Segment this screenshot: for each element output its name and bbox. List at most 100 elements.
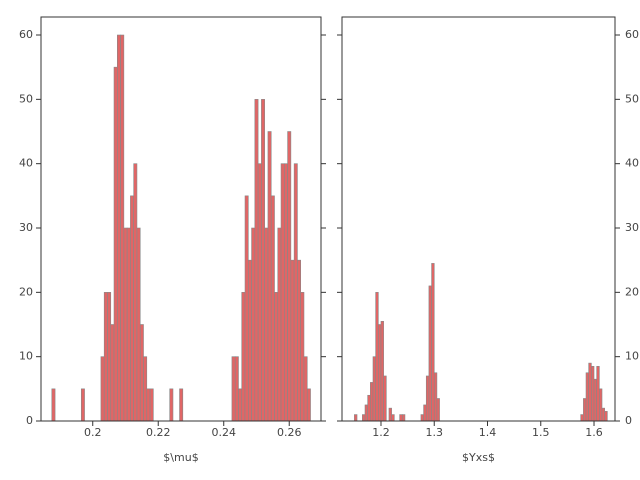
bar bbox=[383, 375, 387, 422]
bar bbox=[593, 378, 597, 422]
bar bbox=[583, 398, 587, 422]
bar bbox=[257, 163, 262, 422]
y-tick-label: 50 bbox=[625, 92, 639, 105]
bar bbox=[80, 388, 85, 422]
bar bbox=[297, 259, 301, 422]
bar bbox=[433, 372, 438, 422]
bar bbox=[244, 195, 249, 422]
bar bbox=[436, 398, 440, 422]
bar bbox=[290, 259, 295, 422]
y-tick-label: 10 bbox=[19, 350, 33, 363]
y-tick-label: 50 bbox=[19, 92, 33, 105]
bar bbox=[254, 99, 259, 422]
bar bbox=[231, 356, 236, 422]
bar bbox=[362, 414, 366, 422]
bar bbox=[425, 375, 430, 422]
bar bbox=[399, 414, 403, 422]
bar bbox=[149, 388, 154, 422]
bar bbox=[604, 411, 608, 422]
bar bbox=[420, 414, 424, 422]
bar bbox=[287, 131, 292, 422]
bar bbox=[110, 324, 115, 422]
bar bbox=[264, 227, 269, 422]
x-tick-label: 0.22 bbox=[146, 426, 171, 439]
y-tick-label: 30 bbox=[19, 221, 33, 234]
bar bbox=[143, 356, 148, 422]
bar bbox=[100, 356, 105, 422]
x-tick-label: 1.3 bbox=[425, 426, 443, 439]
bar bbox=[423, 404, 427, 422]
bar bbox=[130, 195, 134, 422]
bar bbox=[370, 382, 374, 422]
y-tick-label: 0 bbox=[625, 414, 632, 427]
bar bbox=[364, 404, 368, 422]
x-tick-label: 0.26 bbox=[277, 426, 302, 439]
x-tick-label: 0.2 bbox=[84, 426, 102, 439]
bar bbox=[306, 388, 311, 422]
bar bbox=[300, 292, 305, 422]
bar bbox=[601, 407, 605, 422]
bar bbox=[107, 292, 112, 422]
bar bbox=[401, 414, 406, 422]
bar bbox=[585, 372, 589, 422]
bar bbox=[179, 388, 184, 422]
bar bbox=[238, 388, 243, 422]
x-tick-label: 1.5 bbox=[532, 426, 550, 439]
bar bbox=[123, 227, 128, 422]
bar bbox=[51, 388, 56, 422]
bar bbox=[388, 407, 392, 422]
x-axis-label: $Yxs$ bbox=[462, 451, 495, 464]
y-tick-label: 60 bbox=[19, 28, 33, 41]
x-tick-label: 1.4 bbox=[479, 426, 497, 439]
bar bbox=[241, 292, 246, 422]
bar bbox=[126, 227, 131, 422]
plot-frame bbox=[40, 16, 322, 422]
bar bbox=[280, 163, 285, 422]
bar bbox=[270, 195, 275, 422]
bar bbox=[303, 356, 308, 422]
y-tick-label: 40 bbox=[625, 157, 639, 170]
bar bbox=[428, 285, 432, 422]
bar bbox=[261, 99, 265, 422]
bar bbox=[247, 259, 252, 422]
bar bbox=[251, 227, 256, 422]
bar bbox=[103, 292, 108, 422]
bar bbox=[139, 324, 144, 422]
bar bbox=[136, 227, 141, 422]
bar bbox=[599, 388, 603, 422]
bar bbox=[372, 356, 376, 422]
y-tick-label: 20 bbox=[19, 285, 33, 298]
bar bbox=[146, 388, 151, 422]
y-tick-label: 40 bbox=[19, 157, 33, 170]
bar bbox=[375, 292, 379, 422]
y-tick-label: 30 bbox=[625, 221, 639, 234]
bar bbox=[120, 34, 125, 422]
y-tick-label: 60 bbox=[625, 28, 639, 41]
bar bbox=[588, 362, 592, 422]
x-tick-label: 0.24 bbox=[211, 426, 236, 439]
bar bbox=[274, 292, 279, 422]
bar bbox=[367, 394, 371, 422]
bar bbox=[431, 263, 435, 422]
bar bbox=[267, 131, 272, 422]
plot-frame bbox=[341, 16, 616, 422]
y-tick-label: 20 bbox=[625, 285, 639, 298]
bar bbox=[391, 414, 395, 422]
y-tick-label: 0 bbox=[26, 414, 33, 427]
bar bbox=[117, 34, 121, 422]
x-axis-label: $\mu$ bbox=[163, 451, 198, 464]
bar bbox=[234, 356, 239, 422]
x-tick-label: 1.6 bbox=[585, 426, 603, 439]
bar bbox=[378, 324, 382, 422]
bar bbox=[113, 66, 118, 422]
bar bbox=[277, 227, 282, 422]
x-tick-label: 1.2 bbox=[372, 426, 390, 439]
bar bbox=[596, 366, 600, 422]
bar bbox=[380, 320, 384, 422]
bar bbox=[133, 163, 138, 422]
bar bbox=[580, 414, 584, 422]
bar bbox=[293, 163, 298, 422]
bar bbox=[169, 388, 174, 422]
bar bbox=[354, 414, 358, 422]
